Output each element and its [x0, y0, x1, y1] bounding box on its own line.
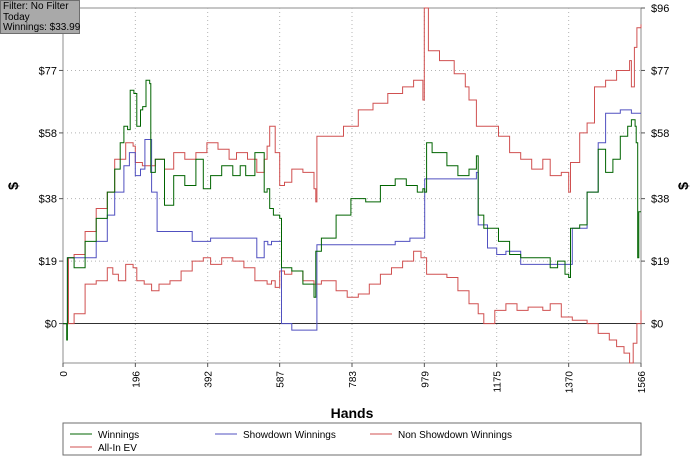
legend-label-showdown-winnings: Showdown Winnings	[243, 430, 336, 441]
legend: Winnings Showdown Winnings Non Showdown Wi…	[70, 430, 512, 454]
filter-info-box: Filter: No Filter Today Winnings: $33.99	[0, 0, 80, 34]
series-line-showdown-winnings	[63, 109, 641, 331]
y-axis-title-left: $	[5, 182, 21, 190]
x-tick-label: 0	[59, 371, 70, 377]
filter-period: Today	[3, 11, 30, 23]
y-tick-label-right: $58	[651, 128, 669, 140]
x-tick-label: 783	[348, 371, 359, 388]
x-tick-label: 196	[131, 371, 142, 388]
legend-label-all-in-ev: All-In EV	[98, 443, 137, 454]
filter-label: Filter: No Filter	[3, 1, 69, 12]
x-tick-label: 1566	[637, 371, 648, 394]
y-tick-label-right: $38	[651, 194, 669, 206]
series-line-winnings	[63, 79, 641, 341]
series-lines	[63, 7, 642, 364]
y-tick-label-left: $77	[39, 65, 57, 77]
y-tick-label-left: $38	[39, 194, 57, 206]
legend-box	[62, 422, 642, 456]
y-axis-title-right: $	[675, 182, 691, 190]
y-tick-label-left: $0	[45, 319, 57, 331]
series-line-all-in-ev	[63, 7, 642, 325]
filter-winnings: Winnings: $33.99	[3, 22, 81, 33]
x-tick-label: 1175	[493, 371, 504, 393]
series-line-non-showdown-winnings	[63, 250, 642, 364]
plot-area	[62, 7, 642, 364]
y-tick-label-right: $77	[651, 65, 669, 77]
y-tick-label-right: $0	[651, 319, 663, 331]
y-tick-label-left: $19	[39, 256, 57, 268]
x-axis-title: Hands	[331, 405, 374, 421]
y-tick-label-right: $19	[651, 256, 669, 268]
x-tick-label: 979	[420, 371, 431, 388]
legend-label-non-showdown-winnings: Non Showdown Winnings	[398, 430, 512, 441]
y-tick-label-left: $58	[39, 128, 57, 140]
x-tick-label: 1370	[565, 371, 576, 394]
x-tick-label: 587	[276, 371, 287, 388]
x-tick-label: 392	[204, 371, 215, 388]
legend-label-winnings: Winnings	[98, 430, 139, 441]
y-tick-label-right: $96	[651, 3, 669, 15]
